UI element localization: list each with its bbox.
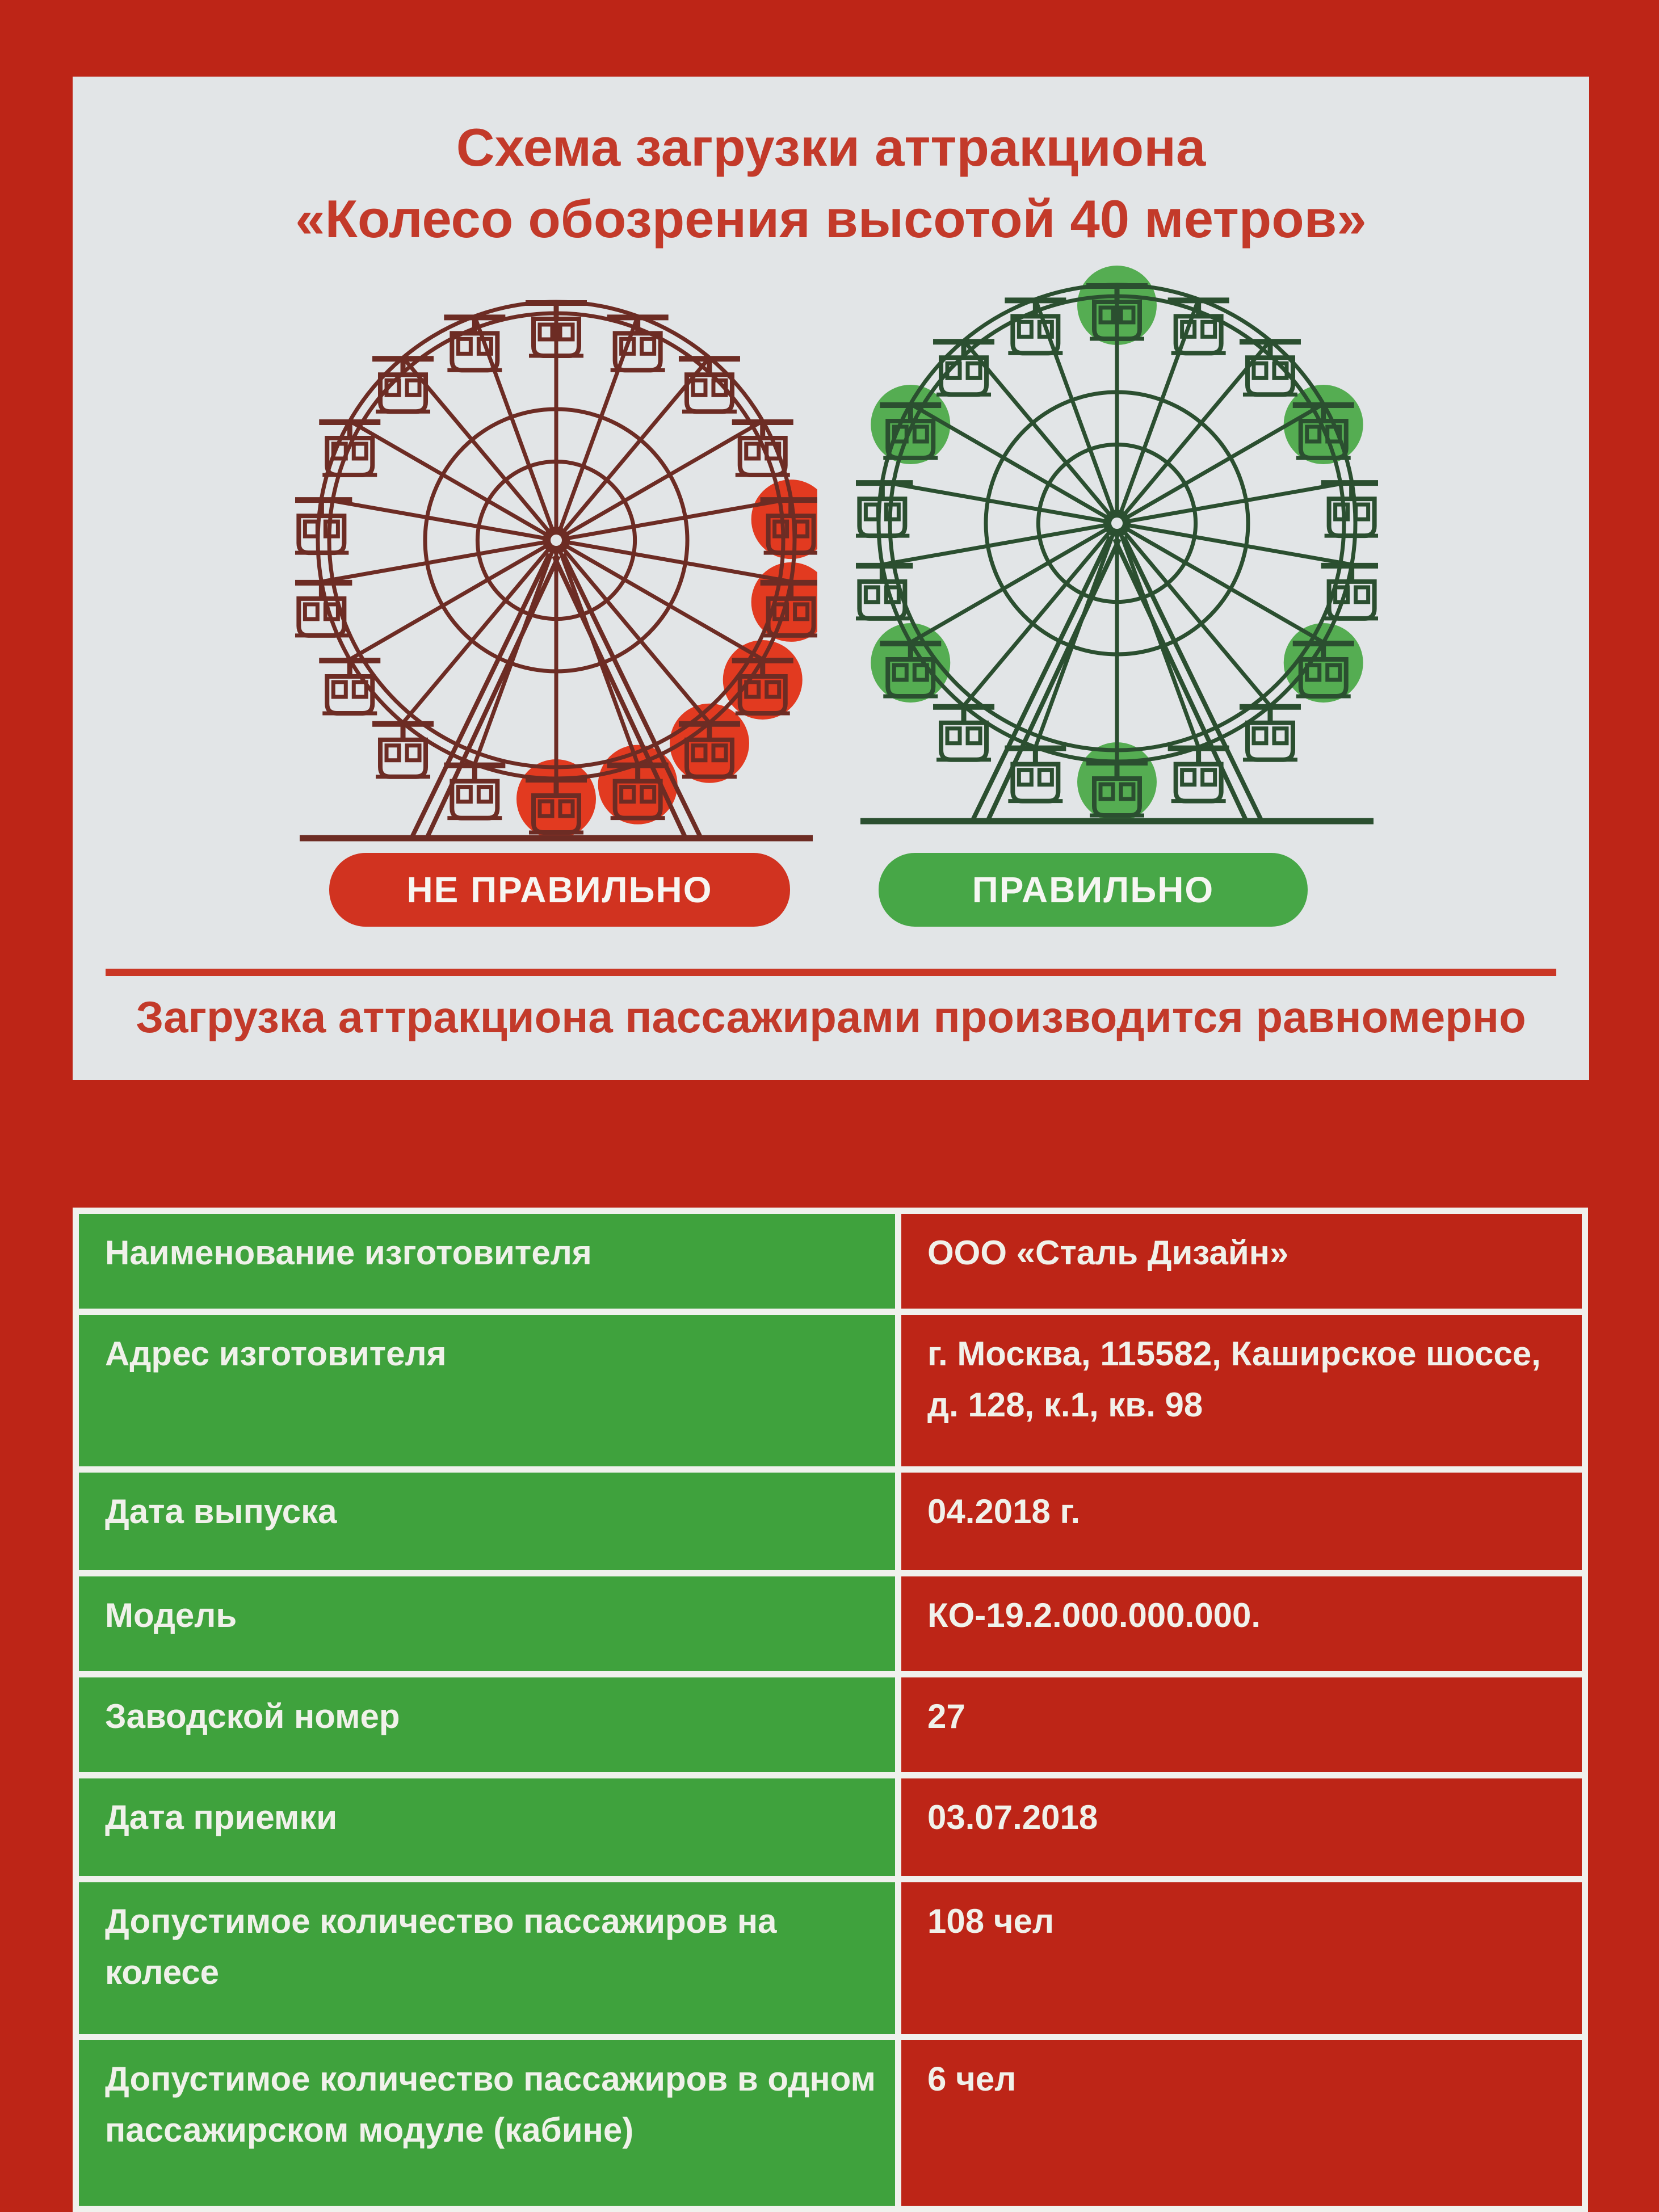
- spec-label-cell: Адрес изготовителя: [73, 1309, 901, 1473]
- title-line-2: «Колесо обозрения высотой 40 метров»: [295, 188, 1367, 249]
- table-row: Допустимое количество пассажиров на коле…: [73, 1876, 1588, 2040]
- spec-value-cell: КО-19.2.000.000.000.: [895, 1570, 1588, 1677]
- page-title: Схема загрузки аттракциона «Колесо обозр…: [73, 112, 1589, 255]
- wrong-caption-badge: НЕ ПРАВИЛЬНО: [329, 853, 790, 927]
- spec-label-cell: Дата выпуска: [73, 1466, 901, 1576]
- title-line-1: Схема загрузки аттракциона: [456, 117, 1206, 177]
- table-row: Дата выпуска 04.2018 г.: [73, 1466, 1588, 1576]
- spec-value-cell: 6 чел: [895, 2034, 1588, 2212]
- spec-label-cell: Модель: [73, 1570, 901, 1677]
- separator-line: [106, 969, 1556, 976]
- spec-value-cell: 108 чел: [895, 1876, 1588, 2040]
- spec-label-cell: Дата приемки: [73, 1772, 901, 1882]
- ferris-wheel-correct-diagram: [856, 266, 1378, 825]
- table-row: Наименование изготовителя ООО «Сталь Диза…: [73, 1208, 1588, 1315]
- table-row: Заводской номер 27: [73, 1671, 1588, 1778]
- spec-label-cell: Допустимое количество пассажиров в одном…: [73, 2034, 901, 2212]
- spec-table: Наименование изготовителя ООО «Сталь Диза…: [73, 1208, 1588, 2212]
- spec-value-cell: 27: [895, 1671, 1588, 1778]
- table-row: Адрес изготовителя г. Москва, 115582, Каш…: [73, 1309, 1588, 1473]
- spec-label-cell: Наименование изготовителя: [73, 1208, 901, 1315]
- table-row: Модель КО-19.2.000.000.000.: [73, 1570, 1588, 1677]
- spec-table-body: Наименование изготовителя ООО «Сталь Диза…: [73, 1208, 1588, 2212]
- scheme-panel: Схема загрузки аттракциона «Колесо обозр…: [73, 77, 1589, 1080]
- spec-label-cell: Допустимое количество пассажиров на коле…: [73, 1876, 901, 2040]
- table-row: Допустимое количество пассажиров в одном…: [73, 2034, 1588, 2212]
- spec-value-cell: 04.2018 г.: [895, 1466, 1588, 1576]
- spec-value-cell: ООО «Сталь Дизайн»: [895, 1208, 1588, 1315]
- correct-caption-label: ПРАВИЛЬНО: [972, 869, 1215, 910]
- wrong-caption-label: НЕ ПРАВИЛЬНО: [406, 869, 713, 910]
- slogan-text: Загрузка аттракциона пассажирами произво…: [136, 992, 1526, 1042]
- spec-value-cell: г. Москва, 115582, Каширское шоссе, д. 1…: [895, 1309, 1588, 1473]
- spec-value-cell: 03.07.2018: [895, 1772, 1588, 1882]
- table-row: Дата приемки 03.07.2018: [73, 1772, 1588, 1882]
- ferris-wheel-wrong-diagram: [295, 300, 817, 842]
- spec-label-cell: Заводской номер: [73, 1671, 901, 1778]
- correct-caption-badge: ПРАВИЛЬНО: [879, 853, 1308, 927]
